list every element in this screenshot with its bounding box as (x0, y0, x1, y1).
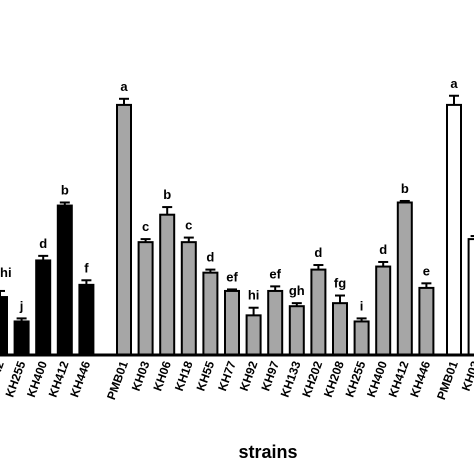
bar (467, 238, 474, 357)
significance-letter: d (314, 245, 322, 260)
bars-layer (0, 94, 474, 358)
bar (0, 296, 8, 356)
bar (418, 286, 435, 356)
significance-letter: hi (0, 265, 12, 280)
x-tick-label: KH18 (172, 359, 196, 393)
bar (116, 103, 132, 357)
bar (180, 241, 197, 356)
x-tick-label: KH03 (129, 359, 153, 393)
bar (267, 289, 284, 357)
bar (353, 320, 370, 357)
bar (159, 213, 176, 356)
x-tick-label: PMB01 (104, 359, 131, 402)
significance-letter: gh (289, 283, 305, 298)
significance-letter: ef (226, 269, 238, 284)
significance-letter: c (185, 218, 192, 233)
significance-letter: f (84, 260, 89, 275)
bar (78, 283, 95, 357)
significance-letter: c (142, 219, 149, 234)
significance-letter: e (423, 263, 430, 278)
significance-letter: hi (248, 288, 260, 303)
significance-letter: a (450, 76, 458, 91)
significance-letter: a (120, 79, 128, 94)
bar (396, 201, 413, 356)
bar (13, 320, 30, 357)
significance-letter: d (206, 250, 214, 265)
bar (245, 314, 262, 357)
significance-letter: j (19, 298, 24, 313)
bar (56, 204, 73, 356)
x-tick-label: KH06 (150, 359, 174, 393)
x-tick-label: KH03 (459, 359, 474, 393)
significance-letter: i (360, 298, 364, 313)
significance-letter: ef (269, 266, 281, 281)
bar (35, 259, 52, 357)
x-tick-label: KH77 (215, 359, 239, 393)
x-tick-label: KH97 (258, 359, 282, 393)
bar (310, 268, 327, 357)
significance-letter: b (401, 181, 409, 196)
significance-letter: d (379, 242, 387, 257)
significance-letter: b (61, 183, 69, 198)
x-tick-label: KH92 (237, 359, 261, 393)
significance-letter: b (163, 187, 171, 202)
x-tick-label: KH2 (0, 359, 7, 387)
significance-letter: fg (334, 276, 346, 291)
bar (202, 271, 219, 356)
bar (375, 265, 392, 356)
bar (224, 289, 240, 357)
x-axis-title: strains (238, 442, 297, 462)
bar (288, 305, 305, 357)
x-tick-label: KH55 (194, 359, 218, 393)
x-tick-label: PMB01 (434, 359, 461, 402)
significance-letter: d (39, 236, 47, 251)
bar (137, 241, 154, 356)
bar (332, 302, 348, 356)
bar (446, 103, 462, 357)
